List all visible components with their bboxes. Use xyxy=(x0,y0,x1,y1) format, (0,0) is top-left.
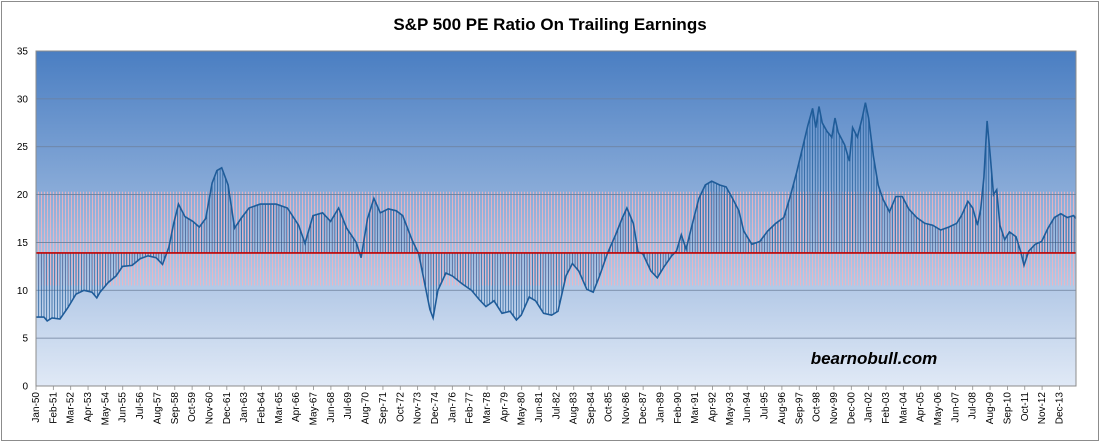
x-tick-label: Jun-07 xyxy=(950,392,961,423)
pe-range-band xyxy=(36,191,1076,286)
x-tick-label: Feb-51 xyxy=(48,392,59,424)
pe-series-line xyxy=(36,102,1077,322)
x-tick-label: Apr-53 xyxy=(83,392,94,422)
x-tick-label: Feb-64 xyxy=(257,392,268,424)
x-tick-label: Nov-60 xyxy=(204,392,215,425)
x-tick-label: Feb-77 xyxy=(465,392,476,424)
chart-title: S&P 500 PE Ratio On Trailing Earnings xyxy=(393,15,706,34)
x-tick-label: Dec-87 xyxy=(638,392,649,425)
pe-series-bars xyxy=(35,105,1075,321)
x-tick-label: Sep-71 xyxy=(378,392,389,425)
x-tick-label: Jul-82 xyxy=(551,392,562,420)
x-tick-label: Sep-97 xyxy=(794,392,805,425)
x-tick-label: Dec-74 xyxy=(430,392,441,425)
x-tick-label: Apr-66 xyxy=(291,392,302,422)
x-tick-label: Jun-55 xyxy=(118,392,129,423)
x-tick-label: Mar-91 xyxy=(690,392,701,424)
y-axis-ticks: 0 5 10 15 20 25 30 35 xyxy=(17,47,29,393)
watermark: bearnobull.com xyxy=(811,349,938,368)
x-tick-label: Apr-92 xyxy=(708,392,719,422)
x-tick-label: Jun-81 xyxy=(534,392,545,423)
y-tick-label: 10 xyxy=(17,286,29,297)
x-tick-label: Oct-85 xyxy=(603,392,614,422)
x-tick-label: Dec-13 xyxy=(1054,392,1065,425)
plot-border xyxy=(35,50,1077,387)
y-tick-label: 0 xyxy=(22,382,28,393)
x-tick-label: Feb-03 xyxy=(881,392,892,424)
x-tick-label: Apr-79 xyxy=(499,392,510,422)
x-tick-label: Nov-12 xyxy=(1037,392,1048,425)
x-tick-label: Jan-76 xyxy=(447,392,458,423)
x-tick-label: Mar-65 xyxy=(274,392,285,424)
x-tick-label: Mar-04 xyxy=(898,392,909,424)
y-tick-label: 5 xyxy=(22,334,28,345)
x-tick-label: Jan-50 xyxy=(31,392,42,423)
x-tick-label: Jul-56 xyxy=(135,392,146,420)
x-tick-label: Jun-94 xyxy=(742,392,753,423)
x-tick-label: Jun-68 xyxy=(326,392,337,423)
x-tick-label: Nov-73 xyxy=(413,392,424,425)
x-tick-label: Apr-05 xyxy=(916,392,927,422)
x-tick-label: Jul-08 xyxy=(968,392,979,420)
y-tick-label: 15 xyxy=(17,238,29,249)
x-tick-label: Jul-69 xyxy=(343,392,354,420)
x-tick-label: Mar-78 xyxy=(482,392,493,424)
x-tick-label: Sep-10 xyxy=(1002,392,1013,425)
x-tick-label: Sep-84 xyxy=(586,392,597,425)
x-tick-label: May-06 xyxy=(933,392,944,426)
x-tick-label: Oct-11 xyxy=(1020,392,1031,422)
x-tick-label: Jan-02 xyxy=(864,392,875,423)
x-axis-ticks: Jan-50 Feb-51 Mar-52 Apr-53 May-54 Jun-55 Jul-… xyxy=(31,386,1065,425)
x-tick-label: Jul-95 xyxy=(760,392,771,420)
x-tick-label: Nov-99 xyxy=(829,392,840,425)
x-tick-label: Jan-63 xyxy=(239,392,250,423)
x-tick-label: Sep-58 xyxy=(170,392,181,425)
x-tick-label: Mar-52 xyxy=(66,392,77,424)
x-tick-label: Feb-90 xyxy=(673,392,684,424)
x-tick-label: Dec-00 xyxy=(846,392,857,425)
x-tick-label: May-80 xyxy=(517,392,528,426)
x-tick-label: Oct-98 xyxy=(812,392,823,422)
x-tick-label: Nov-86 xyxy=(621,392,632,425)
x-tick-label: May-54 xyxy=(100,392,111,426)
y-tick-label: 35 xyxy=(17,47,29,58)
x-tick-label: Aug-09 xyxy=(985,392,996,425)
x-tick-label: Oct-72 xyxy=(395,392,406,422)
y-tick-label: 25 xyxy=(17,142,29,153)
x-tick-label: Oct-59 xyxy=(187,392,198,422)
y-tick-label: 30 xyxy=(17,94,29,105)
x-tick-label: Aug-57 xyxy=(152,392,163,425)
x-tick-label: Aug-83 xyxy=(569,392,580,425)
x-tick-label: Dec-61 xyxy=(222,392,233,425)
x-tick-label: Jan-89 xyxy=(655,392,666,423)
x-tick-label: Aug-96 xyxy=(777,392,788,425)
y-tick-label: 20 xyxy=(17,190,29,201)
x-tick-label: May-93 xyxy=(725,392,736,426)
x-tick-label: Aug-70 xyxy=(361,392,372,425)
x-tick-label: May-67 xyxy=(309,392,320,426)
